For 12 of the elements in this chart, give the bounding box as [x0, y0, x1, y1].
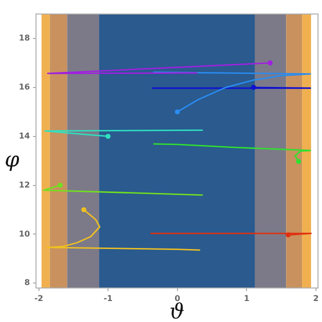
x-tick-label: 2 [313, 294, 319, 303]
y-tick-label: 10 [18, 229, 30, 238]
y-axis-title: φ [4, 147, 20, 172]
x-tick-label: -1 [104, 294, 113, 303]
y-tick-label: 14 [18, 131, 30, 140]
y-tick-label: 16 [18, 82, 30, 92]
x-tick-label: -2 [34, 294, 44, 303]
x-tick-label: 0 [174, 294, 181, 303]
y-tick-label: 12 [18, 180, 30, 190]
x-tick-label: 1 [244, 294, 250, 303]
y-tick-label: 8 [24, 278, 30, 288]
y-tick-label: 18 [18, 34, 30, 43]
